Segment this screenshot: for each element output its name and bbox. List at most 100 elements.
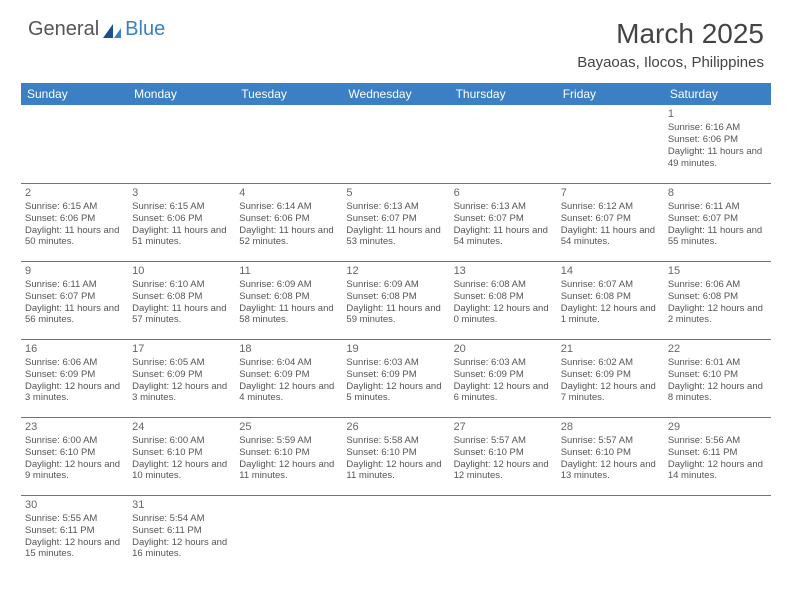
sunset-text: Sunset: 6:10 PM [132, 447, 231, 459]
calendar-cell: 26Sunrise: 5:58 AMSunset: 6:10 PMDayligh… [342, 417, 449, 495]
day-number: 29 [668, 420, 767, 434]
day-number: 12 [346, 264, 445, 278]
sunset-text: Sunset: 6:10 PM [561, 447, 660, 459]
day-number: 9 [25, 264, 124, 278]
sunrise-text: Sunrise: 6:09 AM [346, 279, 445, 291]
sunset-text: Sunset: 6:08 PM [561, 291, 660, 303]
calendar-cell: 6Sunrise: 6:13 AMSunset: 6:07 PMDaylight… [450, 183, 557, 261]
sunrise-text: Sunrise: 6:08 AM [454, 279, 553, 291]
calendar-cell: 21Sunrise: 6:02 AMSunset: 6:09 PMDayligh… [557, 339, 664, 417]
daylight-text: Daylight: 12 hours and 5 minutes. [346, 381, 445, 405]
sunrise-text: Sunrise: 6:02 AM [561, 357, 660, 369]
day-number: 25 [239, 420, 338, 434]
sunset-text: Sunset: 6:08 PM [454, 291, 553, 303]
sunrise-text: Sunrise: 6:13 AM [454, 201, 553, 213]
weekday-header-row: SundayMondayTuesdayWednesdayThursdayFrid… [21, 83, 771, 105]
sunrise-text: Sunrise: 6:01 AM [668, 357, 767, 369]
day-number: 22 [668, 342, 767, 356]
calendar-cell-empty [235, 105, 342, 183]
day-number: 18 [239, 342, 338, 356]
sunset-text: Sunset: 6:09 PM [561, 369, 660, 381]
calendar-cell: 29Sunrise: 5:56 AMSunset: 6:11 PMDayligh… [664, 417, 771, 495]
calendar-cell: 15Sunrise: 6:06 AMSunset: 6:08 PMDayligh… [664, 261, 771, 339]
daylight-text: Daylight: 12 hours and 8 minutes. [668, 381, 767, 405]
daylight-text: Daylight: 11 hours and 54 minutes. [454, 225, 553, 249]
day-number: 10 [132, 264, 231, 278]
weekday-header: Saturday [664, 83, 771, 105]
daylight-text: Daylight: 11 hours and 49 minutes. [668, 146, 767, 170]
day-number: 24 [132, 420, 231, 434]
sunrise-text: Sunrise: 6:03 AM [454, 357, 553, 369]
weekday-header: Sunday [21, 83, 128, 105]
daylight-text: Daylight: 11 hours and 55 minutes. [668, 225, 767, 249]
weekday-header: Thursday [450, 83, 557, 105]
day-number: 19 [346, 342, 445, 356]
sunrise-text: Sunrise: 6:14 AM [239, 201, 338, 213]
sunset-text: Sunset: 6:10 PM [668, 369, 767, 381]
sunrise-text: Sunrise: 6:15 AM [132, 201, 231, 213]
daylight-text: Daylight: 12 hours and 11 minutes. [346, 459, 445, 483]
daylight-text: Daylight: 12 hours and 9 minutes. [25, 459, 124, 483]
sunrise-text: Sunrise: 5:57 AM [454, 435, 553, 447]
calendar-cell: 25Sunrise: 5:59 AMSunset: 6:10 PMDayligh… [235, 417, 342, 495]
logo: General Blue [28, 18, 165, 41]
calendar-cell: 27Sunrise: 5:57 AMSunset: 6:10 PMDayligh… [450, 417, 557, 495]
day-number: 4 [239, 186, 338, 200]
sunrise-text: Sunrise: 5:56 AM [668, 435, 767, 447]
sunset-text: Sunset: 6:11 PM [25, 525, 124, 537]
daylight-text: Daylight: 12 hours and 4 minutes. [239, 381, 338, 405]
day-number: 1 [668, 107, 767, 121]
sunset-text: Sunset: 6:11 PM [668, 447, 767, 459]
day-number: 6 [454, 186, 553, 200]
day-number: 20 [454, 342, 553, 356]
sunrise-text: Sunrise: 6:05 AM [132, 357, 231, 369]
calendar-cell: 23Sunrise: 6:00 AMSunset: 6:10 PMDayligh… [21, 417, 128, 495]
weekday-header: Tuesday [235, 83, 342, 105]
calendar-cell: 14Sunrise: 6:07 AMSunset: 6:08 PMDayligh… [557, 261, 664, 339]
calendar-cell-empty [235, 495, 342, 573]
calendar-cell: 31Sunrise: 5:54 AMSunset: 6:11 PMDayligh… [128, 495, 235, 573]
day-number: 17 [132, 342, 231, 356]
sunrise-text: Sunrise: 6:06 AM [25, 357, 124, 369]
day-number: 13 [454, 264, 553, 278]
calendar-row: 9Sunrise: 6:11 AMSunset: 6:07 PMDaylight… [21, 261, 771, 339]
sunset-text: Sunset: 6:08 PM [132, 291, 231, 303]
daylight-text: Daylight: 12 hours and 2 minutes. [668, 303, 767, 327]
sunset-text: Sunset: 6:09 PM [132, 369, 231, 381]
sunset-text: Sunset: 6:10 PM [454, 447, 553, 459]
day-number: 30 [25, 498, 124, 512]
calendar-table: SundayMondayTuesdayWednesdayThursdayFrid… [21, 83, 771, 573]
day-number: 23 [25, 420, 124, 434]
daylight-text: Daylight: 11 hours and 52 minutes. [239, 225, 338, 249]
calendar-cell-empty [557, 105, 664, 183]
logo-text-blue: Blue [125, 18, 165, 41]
calendar-cell-empty [557, 495, 664, 573]
day-number: 15 [668, 264, 767, 278]
weekday-header: Wednesday [342, 83, 449, 105]
daylight-text: Daylight: 11 hours and 58 minutes. [239, 303, 338, 327]
day-number: 26 [346, 420, 445, 434]
calendar-cell: 8Sunrise: 6:11 AMSunset: 6:07 PMDaylight… [664, 183, 771, 261]
header: General Blue March 2025 Bayaoas, Ilocos,… [0, 0, 792, 79]
daylight-text: Daylight: 11 hours and 50 minutes. [25, 225, 124, 249]
calendar-cell: 20Sunrise: 6:03 AMSunset: 6:09 PMDayligh… [450, 339, 557, 417]
calendar-cell: 22Sunrise: 6:01 AMSunset: 6:10 PMDayligh… [664, 339, 771, 417]
calendar-cell: 9Sunrise: 6:11 AMSunset: 6:07 PMDaylight… [21, 261, 128, 339]
sunrise-text: Sunrise: 6:12 AM [561, 201, 660, 213]
weekday-header: Friday [557, 83, 664, 105]
daylight-text: Daylight: 12 hours and 6 minutes. [454, 381, 553, 405]
daylight-text: Daylight: 12 hours and 15 minutes. [25, 537, 124, 561]
calendar-cell: 19Sunrise: 6:03 AMSunset: 6:09 PMDayligh… [342, 339, 449, 417]
daylight-text: Daylight: 12 hours and 0 minutes. [454, 303, 553, 327]
sunset-text: Sunset: 6:07 PM [25, 291, 124, 303]
calendar-cell: 12Sunrise: 6:09 AMSunset: 6:08 PMDayligh… [342, 261, 449, 339]
sunset-text: Sunset: 6:10 PM [25, 447, 124, 459]
sunset-text: Sunset: 6:07 PM [346, 213, 445, 225]
daylight-text: Daylight: 12 hours and 3 minutes. [132, 381, 231, 405]
daylight-text: Daylight: 11 hours and 56 minutes. [25, 303, 124, 327]
calendar-cell: 28Sunrise: 5:57 AMSunset: 6:10 PMDayligh… [557, 417, 664, 495]
calendar-cell-empty [664, 495, 771, 573]
calendar-cell-empty [450, 105, 557, 183]
calendar-cell: 4Sunrise: 6:14 AMSunset: 6:06 PMDaylight… [235, 183, 342, 261]
logo-sail-icon [101, 22, 123, 40]
